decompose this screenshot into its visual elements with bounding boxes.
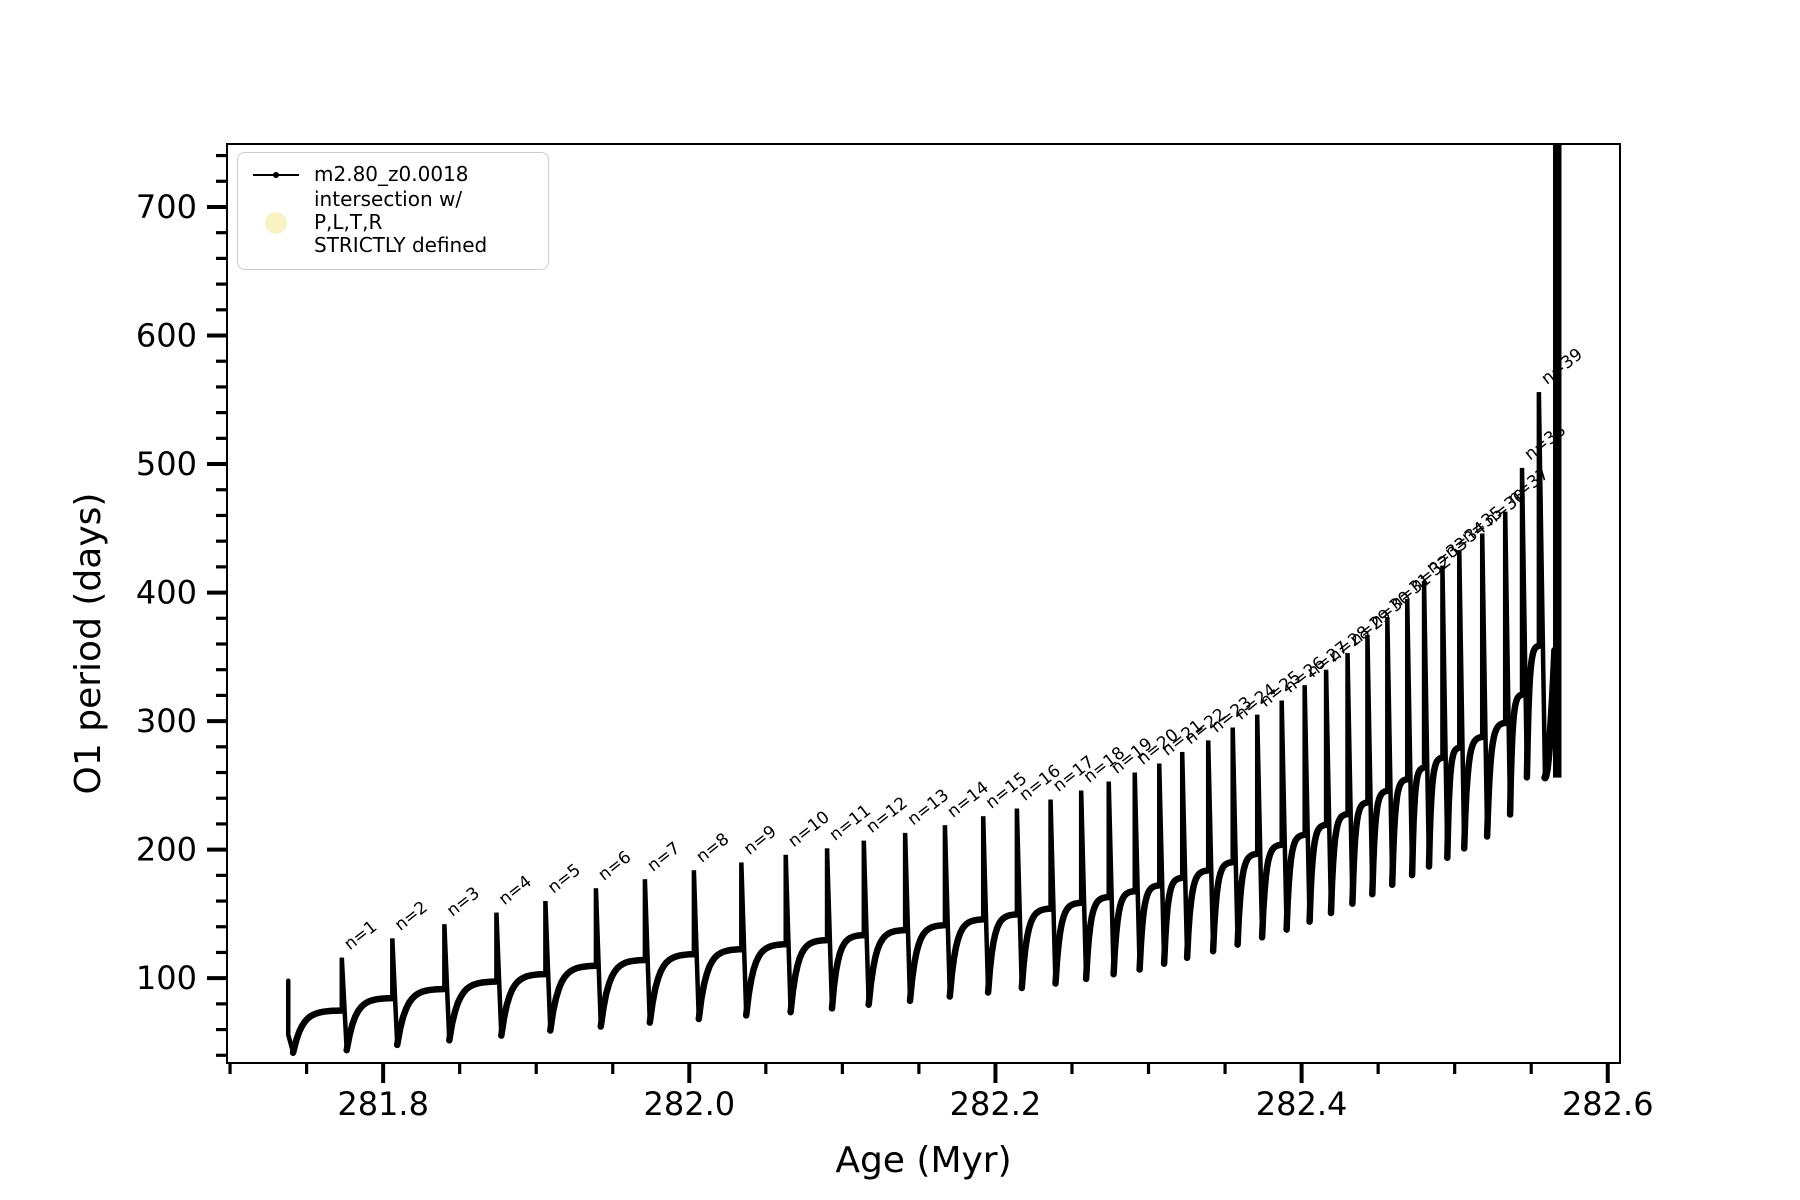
y-tick-label: 200 <box>136 831 197 869</box>
pulse-number-label: n=2 <box>391 897 432 935</box>
x-tick-label: 282.0 <box>643 1085 735 1123</box>
filled-circle-icon <box>250 211 302 234</box>
line-with-dot-icon <box>250 171 302 178</box>
legend-label-intersection: intersection w/ P,L,T,R STRICTLY defined <box>314 187 488 257</box>
legend-entry-series: m2.80_z0.0018 <box>250 163 536 186</box>
y-tick-label: 700 <box>136 188 197 226</box>
legend-label-series: m2.80_z0.0018 <box>314 162 469 186</box>
x-tick-label: 282.6 <box>1562 1085 1654 1123</box>
pulse-number-label: n=38 <box>1521 420 1570 464</box>
y-tick-label: 300 <box>136 702 197 740</box>
pulse-number-label: n=5 <box>544 860 585 898</box>
tick-labels: 281.8 282.0 282.2 282.4 282.6 100 200 300 400 500… <box>136 188 1654 1123</box>
y-tick-label: 500 <box>136 445 197 483</box>
x-tick-label: 282.2 <box>950 1085 1042 1123</box>
y-tick-label: 600 <box>136 317 197 355</box>
pulse-number-label: n=4 <box>495 872 536 910</box>
y-tick-label: 100 <box>136 959 197 997</box>
pulse-number-label: n=9 <box>740 822 781 860</box>
axes-frame <box>226 143 1621 1064</box>
legend-entry-intersection: intersection w/ P,L,T,R STRICTLY defined <box>250 188 536 257</box>
x-axis-label: Age (Myr) <box>835 1140 1011 1181</box>
x-tick-label: 282.4 <box>1256 1085 1348 1123</box>
pulse-number-label: n=3 <box>443 883 484 921</box>
data-series <box>285 144 1562 1056</box>
pulse-number-label: n=39 <box>1538 345 1587 389</box>
y-axis-label: O1 period (days) <box>68 493 109 795</box>
x-tick-label: 281.8 <box>337 1085 429 1123</box>
legend: m2.80_z0.0018 intersection w/ P,L,T,R ST… <box>237 152 549 270</box>
pulse-number-label: n=8 <box>693 829 734 867</box>
pulse-labels: n=1n=2 n=3 n=4 n=5 n=6 n=7 n=8 n=9 n=10n=11n=12n… <box>341 345 1587 955</box>
pulse-number-label: n=6 <box>595 847 636 885</box>
pulse-number-label: n=7 <box>644 838 685 876</box>
pulse-number-label: n=1 <box>341 917 382 955</box>
y-tick-label: 400 <box>136 574 197 612</box>
axis-ticks <box>207 153 1610 1083</box>
